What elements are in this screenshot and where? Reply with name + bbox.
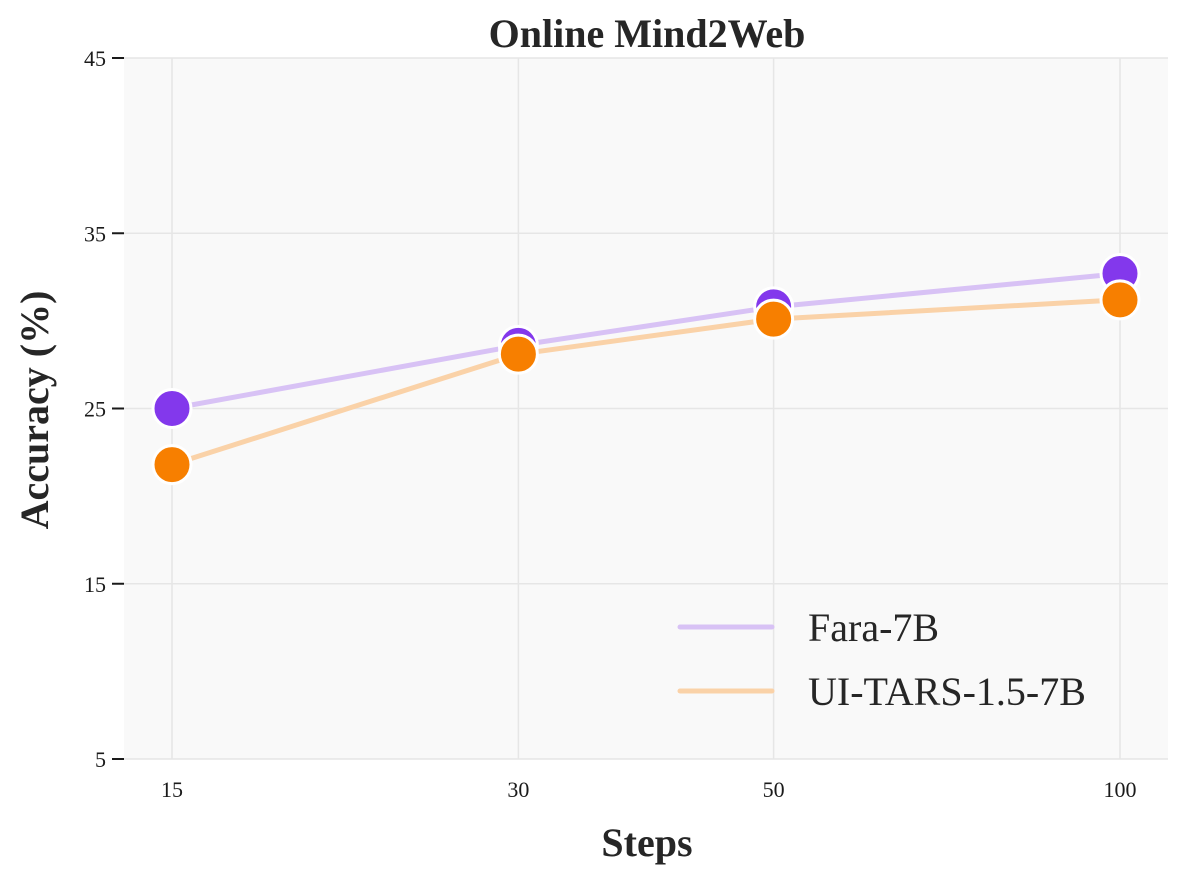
legend-label-ui-tars-1-5-7b: UI-TARS-1.5-7B	[808, 669, 1086, 714]
y-axis-ticks: 5 15 25 35 45	[84, 46, 124, 772]
series-line-ui-tars-1-5-7b	[169, 297, 1123, 468]
y-tick-label: 25	[84, 397, 106, 422]
x-tick-label: 100	[1104, 777, 1137, 802]
x-tick-label: 50	[763, 777, 785, 802]
data-point-fara-7b	[151, 388, 193, 429]
data-point-ui-tars-1-5-7b	[497, 333, 539, 375]
y-tick-label: 5	[95, 747, 106, 772]
x-tick-label: 30	[507, 777, 529, 802]
x-axis-label: Steps	[601, 820, 692, 865]
chart-title: Online Mind2Web	[489, 11, 806, 56]
x-axis-ticks: 15 30 50 100	[161, 777, 1137, 802]
data-point-ui-tars-1-5-7b	[753, 298, 795, 340]
series-line-fara-7b	[169, 271, 1123, 411]
series-markers	[151, 253, 1141, 486]
y-tick-label: 15	[84, 572, 106, 597]
data-point-ui-tars-1-5-7b	[1099, 279, 1141, 321]
y-axis-label: Accuracy (%)	[12, 291, 57, 530]
y-tick-label: 35	[84, 221, 106, 246]
data-point-ui-tars-1-5-7b	[151, 444, 193, 486]
y-tick-label: 45	[84, 46, 106, 71]
legend-label-fara-7b: Fara-7B	[808, 605, 939, 650]
series-lines	[169, 271, 1123, 468]
x-tick-label: 15	[161, 777, 183, 802]
legend: Fara-7B UI-TARS-1.5-7B	[677, 605, 1086, 714]
